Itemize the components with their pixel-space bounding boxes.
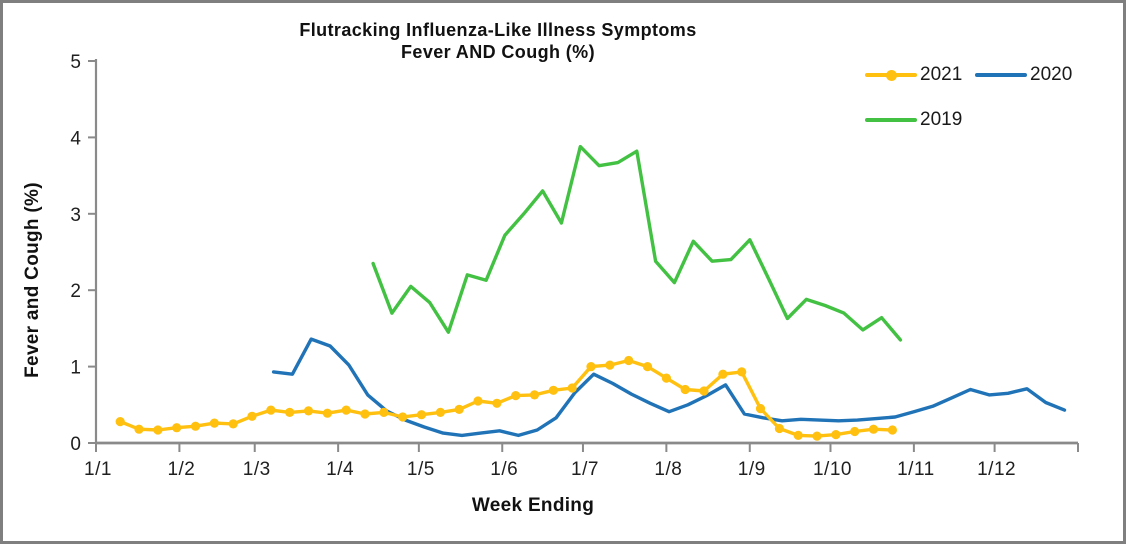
svg-text:1: 1 — [70, 358, 81, 379]
y-axis-title: Fever and Cough (%) — [22, 182, 43, 378]
chart-subtitle: Fever AND Cough (%) — [401, 42, 595, 62]
svg-text:1/8: 1/8 — [654, 459, 682, 480]
svg-text:1/5: 1/5 — [407, 459, 435, 480]
svg-text:1/1: 1/1 — [84, 459, 112, 480]
svg-text:1/12: 1/12 — [977, 459, 1016, 480]
svg-text:1/4: 1/4 — [326, 459, 354, 480]
svg-text:5: 5 — [70, 52, 81, 73]
svg-text:4: 4 — [70, 128, 81, 149]
svg-text:2: 2 — [70, 281, 81, 302]
svg-text:1/3: 1/3 — [243, 459, 271, 480]
svg-text:3: 3 — [70, 205, 81, 226]
svg-text:1/7: 1/7 — [571, 459, 599, 480]
svg-text:1/9: 1/9 — [738, 459, 766, 480]
series-2020 — [271, 337, 1067, 438]
chart-title: Flutracking Influenza-Like Illness Sympt… — [299, 20, 697, 40]
chart-canvas: 0 1 2 3 4 5 1/1 1/2 1/3 1/4 1/5 1/6 1/7 1/8 1/9 1/10 1/1… — [70, 52, 1079, 480]
x-axis-title: Week Ending — [471, 495, 595, 516]
axes: 0 1 2 3 4 5 1/1 1/2 1/3 1/4 1/5 1/6 1/7 1/8 1/9 1/10 1/1… — [70, 52, 1079, 480]
svg-text:1/11: 1/11 — [897, 459, 935, 480]
series-2019 — [371, 144, 903, 342]
svg-text:1/6: 1/6 — [490, 459, 518, 480]
svg-text:0: 0 — [70, 434, 81, 455]
series-2021 — [115, 355, 898, 441]
svg-text:1/2: 1/2 — [167, 459, 195, 480]
svg-text:1/10: 1/10 — [813, 459, 852, 480]
